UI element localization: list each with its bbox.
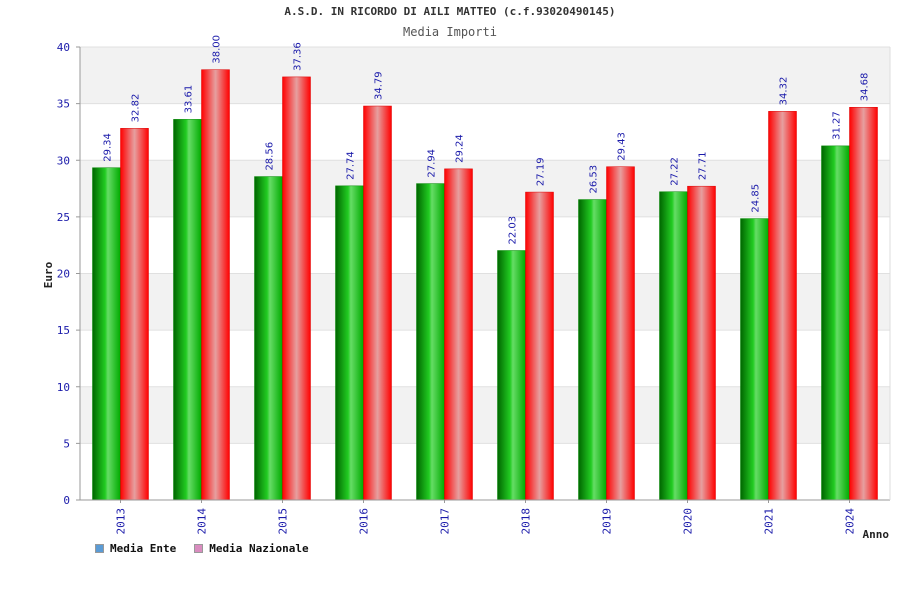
- bar-value-label: 29.24: [455, 134, 466, 163]
- bar-media-ente: [497, 250, 526, 501]
- bar-media-ente: [254, 176, 283, 501]
- chart-subtitle: Media Importi: [403, 25, 497, 39]
- bar-media-ente: [173, 119, 202, 501]
- x-tick-label: 2013: [115, 508, 128, 535]
- y-tick-label: 35: [57, 98, 70, 111]
- bar-value-label: 37.36: [293, 42, 304, 71]
- bar-value-label: 34.68: [860, 73, 871, 102]
- legend-swatch-media-ente: [95, 544, 104, 553]
- x-tick-label: 2021: [763, 508, 776, 535]
- bars-layer: 29.34 32.82 33.61 38.00 28.56 37.36 27.74 34.79…: [92, 35, 878, 501]
- bar-value-label: 24.85: [751, 184, 762, 213]
- bar-value-label: 32.82: [131, 94, 142, 123]
- bar-media-nazionale: [687, 185, 716, 501]
- bar-value-label: 38.00: [212, 35, 223, 64]
- bar-media-ente: [92, 167, 121, 501]
- y-tick-label: 30: [57, 154, 70, 167]
- bar-value-label: 29.43: [617, 132, 628, 161]
- y-tick-label: 40: [57, 41, 70, 54]
- x-tick-label: 2014: [196, 508, 209, 535]
- x-tick-label: 2017: [439, 508, 452, 535]
- y-axis-label: Euro: [42, 261, 55, 288]
- bar-value-label: 31.27: [832, 111, 843, 140]
- bar-value-label: 27.74: [346, 151, 357, 180]
- axes-layer: 0 5 10 15 20 25 30 35 40 2013 2014 2015 2016 2017 2018…: [57, 41, 891, 535]
- x-tick-label: 2015: [277, 508, 290, 535]
- bar-media-nazionale: [120, 128, 149, 501]
- bar-value-label: 27.94: [427, 149, 438, 178]
- bar-value-label: 27.19: [536, 157, 547, 186]
- bar-media-ente: [578, 199, 607, 501]
- bar-media-nazionale: [363, 105, 392, 501]
- bar-media-nazionale: [525, 191, 554, 501]
- y-tick-label: 0: [63, 494, 70, 507]
- bar-media-nazionale: [201, 69, 230, 501]
- x-tick-label: 2019: [601, 508, 614, 535]
- bar-media-ente: [821, 145, 850, 501]
- y-tick-label: 5: [63, 437, 70, 450]
- bar-value-label: 28.56: [265, 142, 276, 171]
- bar-value-label: 22.03: [508, 216, 519, 245]
- y-tick-label: 15: [57, 324, 70, 337]
- legend-item-media-ente: Media Ente: [95, 542, 176, 555]
- legend-label-media-nazionale: Media Nazionale: [209, 542, 309, 555]
- bar-media-nazionale: [282, 76, 311, 501]
- y-tick-label: 25: [57, 211, 70, 224]
- bar-value-label: 27.22: [670, 157, 681, 186]
- x-tick-label: 2020: [682, 508, 695, 535]
- y-tick-label: 20: [57, 268, 70, 281]
- legend-label-media-ente: Media Ente: [110, 542, 177, 555]
- x-tick-label: 2018: [520, 508, 533, 535]
- bar-value-label: 26.53: [589, 165, 600, 194]
- bar-media-nazionale: [444, 168, 473, 501]
- bar-value-label: 33.61: [184, 85, 195, 114]
- legend-swatch-media-nazionale: [194, 544, 204, 553]
- bar-media-ente: [335, 185, 364, 501]
- y-tick-label: 10: [57, 381, 70, 394]
- x-axis-label: Anno: [863, 528, 890, 541]
- legend: Media Ente Media Nazionale: [95, 542, 309, 555]
- bar-media-nazionale: [849, 106, 878, 501]
- bar-media-nazionale: [768, 111, 797, 501]
- x-tick-label: 2016: [358, 508, 371, 535]
- chart-title: A.S.D. IN RICORDO DI AILI MATTEO (c.f.93…: [284, 5, 616, 18]
- bar-value-label: 34.79: [374, 71, 385, 100]
- bar-media-ente: [740, 218, 769, 501]
- bar-value-label: 29.34: [103, 133, 114, 162]
- bar-media-ente: [416, 183, 445, 501]
- bar-value-label: 34.32: [779, 77, 790, 106]
- legend-item-media-nazionale: Media Nazionale: [194, 542, 309, 555]
- bar-media-ente: [659, 191, 688, 501]
- bar-media-nazionale: [606, 166, 635, 501]
- bar-value-label: 27.71: [698, 152, 709, 181]
- x-tick-label: 2024: [844, 508, 857, 535]
